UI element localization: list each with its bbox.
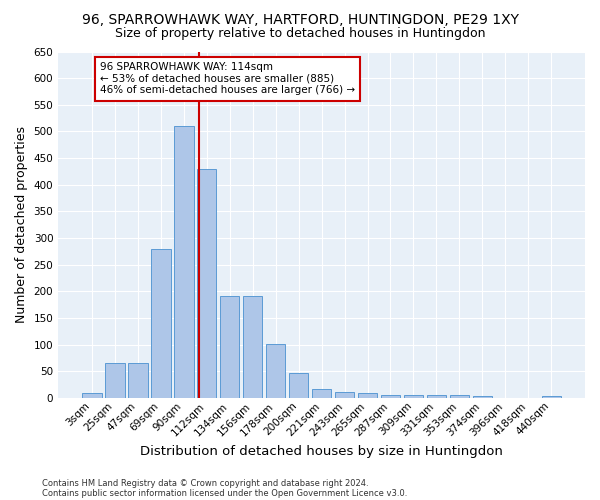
Bar	[427, 396, 446, 398]
Text: 96, SPARROWHAWK WAY, HARTFORD, HUNTINGDON, PE29 1XY: 96, SPARROWHAWK WAY, HARTFORD, HUNTINGDO…	[82, 12, 518, 26]
Bar	[266, 344, 286, 398]
Bar	[289, 374, 308, 398]
Bar	[404, 396, 423, 398]
Bar	[197, 168, 217, 398]
Bar	[220, 296, 239, 398]
Bar	[312, 390, 331, 398]
Y-axis label: Number of detached properties: Number of detached properties	[15, 126, 28, 323]
Text: Contains HM Land Registry data © Crown copyright and database right 2024.: Contains HM Land Registry data © Crown c…	[42, 478, 368, 488]
Bar	[449, 396, 469, 398]
Bar	[542, 396, 561, 398]
Bar	[174, 126, 194, 398]
Bar	[151, 248, 170, 398]
Bar	[82, 392, 101, 398]
Bar	[128, 364, 148, 398]
Bar	[105, 364, 125, 398]
Text: Contains public sector information licensed under the Open Government Licence v3: Contains public sector information licen…	[42, 488, 407, 498]
Text: Size of property relative to detached houses in Huntingdon: Size of property relative to detached ho…	[115, 28, 485, 40]
Text: 96 SPARROWHAWK WAY: 114sqm
← 53% of detached houses are smaller (885)
46% of sem: 96 SPARROWHAWK WAY: 114sqm ← 53% of deta…	[100, 62, 355, 96]
Bar	[473, 396, 492, 398]
Bar	[335, 392, 355, 398]
Bar	[243, 296, 262, 398]
Bar	[358, 393, 377, 398]
Bar	[381, 396, 400, 398]
X-axis label: Distribution of detached houses by size in Huntingdon: Distribution of detached houses by size …	[140, 444, 503, 458]
